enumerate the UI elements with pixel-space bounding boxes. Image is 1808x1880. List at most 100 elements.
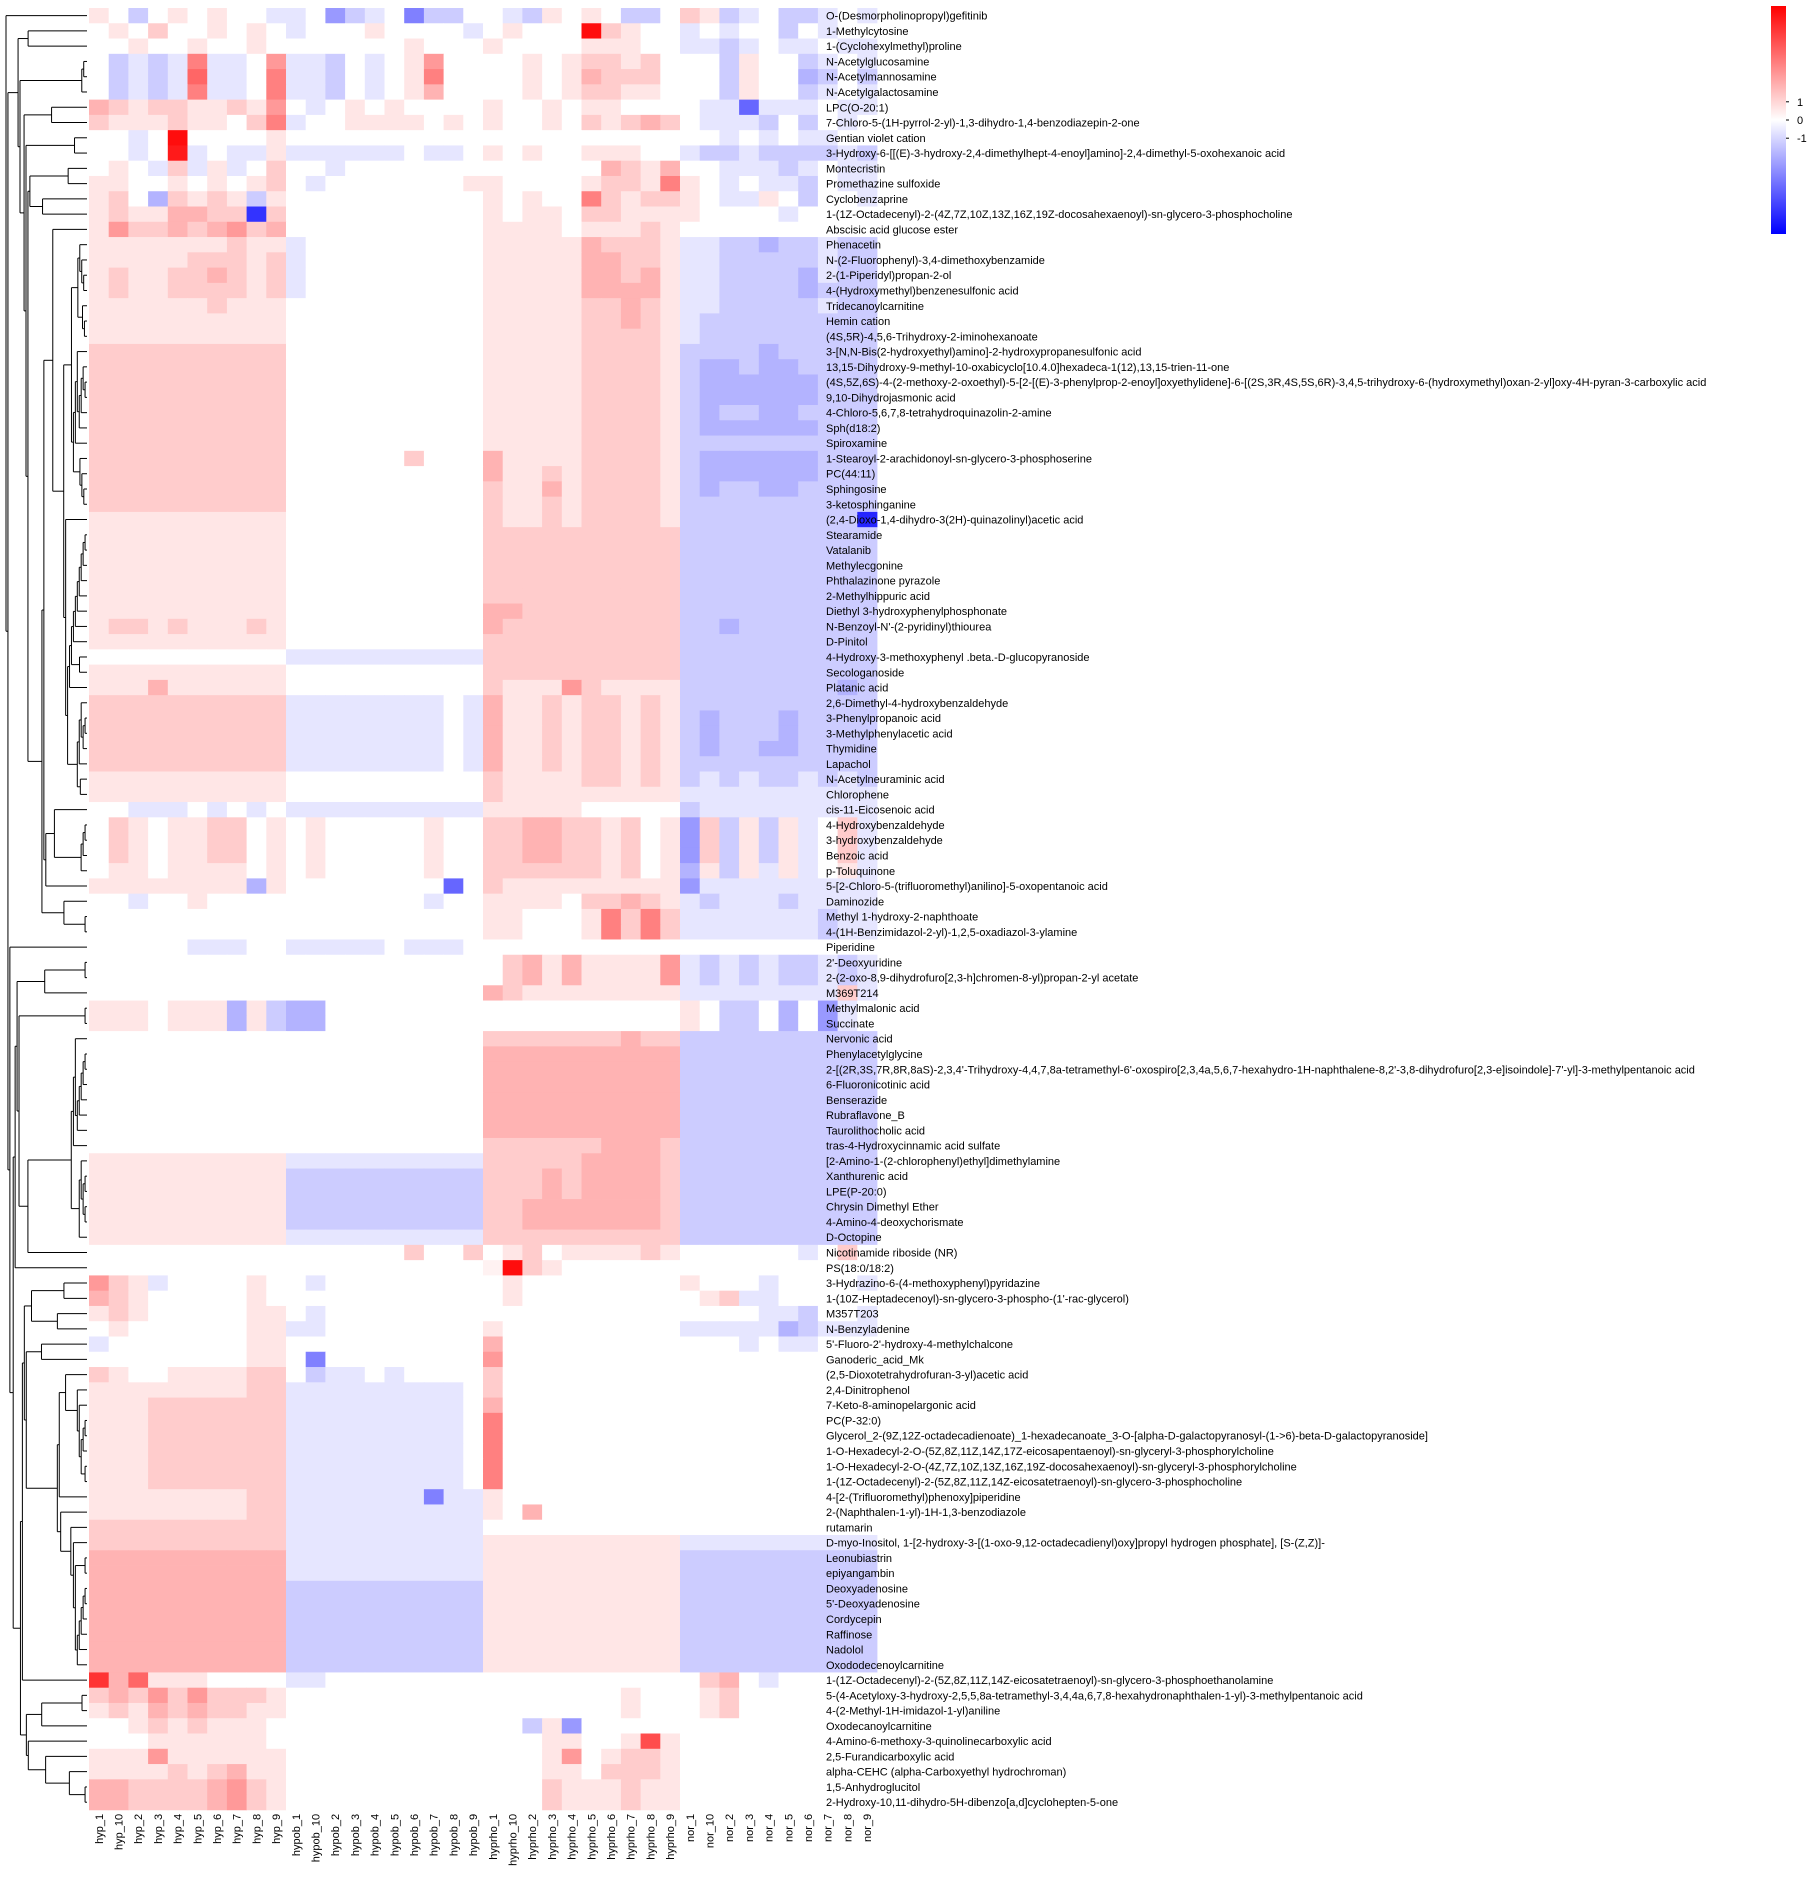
heatmap-cell: [365, 924, 385, 940]
heatmap-cell: [424, 268, 444, 284]
heatmap-cell: [641, 115, 661, 131]
heatmap-cell: [700, 695, 720, 711]
heatmap-cell: [325, 588, 345, 604]
heatmap-cell: [444, 23, 464, 39]
heatmap-cell: [660, 802, 680, 818]
heatmap-cell: [306, 817, 326, 833]
heatmap-cell: [109, 1184, 129, 1200]
heatmap-cell: [345, 848, 365, 864]
heatmap-cell: [660, 359, 680, 375]
heatmap-cell: [522, 329, 542, 345]
heatmap-cell: [601, 665, 621, 681]
heatmap-cell: [424, 1642, 444, 1658]
heatmap-cell: [641, 573, 661, 589]
heatmap-cell: [483, 1169, 503, 1185]
heatmap-cell: [601, 8, 621, 24]
heatmap-cell: [424, 39, 444, 55]
heatmap-cell: [739, 313, 759, 329]
heatmap-cell: [325, 1169, 345, 1185]
heatmap-cell: [404, 1138, 424, 1154]
heatmap-cell: [148, 1398, 168, 1414]
heatmap-cell: [385, 1291, 405, 1307]
heatmap-cell: [759, 313, 779, 329]
heatmap-cell: [109, 466, 129, 482]
heatmap-cell: [325, 1275, 345, 1291]
heatmap-cell: [503, 1459, 523, 1475]
heatmap-cell: [700, 497, 720, 513]
heatmap-cell: [128, 1138, 148, 1154]
heatmap-cell: [385, 39, 405, 55]
heatmap-cell: [503, 1657, 523, 1673]
heatmap-cell: [601, 1123, 621, 1139]
heatmap-cell: [582, 207, 602, 223]
heatmap-cell: [385, 833, 405, 849]
heatmap-cell: [739, 710, 759, 726]
heatmap-cell: [89, 1596, 109, 1612]
heatmap-cell: [286, 741, 306, 757]
heatmap-cell: [719, 1672, 739, 1688]
heatmap-cell: [286, 1016, 306, 1032]
heatmap-cell: [266, 1306, 286, 1322]
heatmap-cell: [719, 741, 739, 757]
heatmap-cell: [660, 344, 680, 360]
heatmap-cell: [680, 1077, 700, 1093]
heatmap-cell: [621, 680, 641, 696]
heatmap-cell: [306, 1336, 326, 1352]
heatmap-cell: [345, 1138, 365, 1154]
heatmap-cell: [89, 817, 109, 833]
heatmap-cell: [582, 1199, 602, 1215]
heatmap-cell: [89, 374, 109, 390]
heatmap-cell: [286, 207, 306, 223]
heatmap-cell: [227, 1062, 247, 1078]
heatmap-cell: [680, 420, 700, 436]
heatmap-cell: [601, 54, 621, 70]
heatmap-cell: [325, 1581, 345, 1597]
heatmap-cell: [168, 1275, 188, 1291]
heatmap-cell: [306, 1443, 326, 1459]
heatmap-cell: [621, 207, 641, 223]
heatmap-cell: [227, 1688, 247, 1704]
heatmap-cell: [601, 252, 621, 268]
heatmap-cell: [266, 1077, 286, 1093]
heatmap-cell: [759, 222, 779, 238]
heatmap-cell: [483, 1566, 503, 1582]
heatmap-cell: [542, 436, 562, 452]
heatmap-cell: [188, 710, 208, 726]
heatmap-cell: [798, 359, 818, 375]
heatmap-cell: [483, 130, 503, 146]
heatmap-cell: [385, 726, 405, 742]
heatmap-cell: [542, 1718, 562, 1734]
heatmap-cell: [680, 1504, 700, 1520]
heatmap-cell: [247, 130, 267, 146]
heatmap-cell: [247, 1107, 267, 1123]
heatmap-cell: [424, 161, 444, 177]
heatmap-cell: [385, 848, 405, 864]
heatmap-cell: [109, 970, 129, 986]
heatmap-cell: [168, 1382, 188, 1398]
heatmap-cell: [168, 1169, 188, 1185]
heatmap-cell: [89, 191, 109, 207]
heatmap-cell: [109, 1428, 129, 1444]
heatmap-cell: [404, 924, 424, 940]
heatmap-cell: [227, 1566, 247, 1582]
heatmap-cell: [89, 1642, 109, 1658]
heatmap-cell: [207, 909, 227, 925]
heatmap-cell: [739, 649, 759, 665]
heatmap-cell: [463, 222, 483, 238]
heatmap-cell: [306, 1046, 326, 1062]
heatmap-cell: [463, 619, 483, 635]
heatmap-cell: [385, 1504, 405, 1520]
heatmap-cell: [227, 268, 247, 284]
heatmap-cell: [700, 1245, 720, 1261]
heatmap-cell: [759, 802, 779, 818]
heatmap-cell: [109, 145, 129, 161]
heatmap-cell: [424, 1169, 444, 1185]
heatmap-cell: [148, 1062, 168, 1078]
heatmap-cell: [601, 1443, 621, 1459]
heatmap-cell: [680, 848, 700, 864]
heatmap-cell: [562, 680, 582, 696]
heatmap-cell: [582, 726, 602, 742]
heatmap-cell: [601, 1352, 621, 1368]
heatmap-cell: [798, 1581, 818, 1597]
heatmap-cell: [404, 84, 424, 100]
